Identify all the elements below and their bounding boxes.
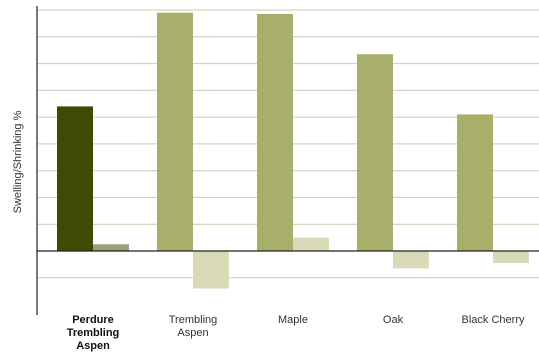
- x-tick-label-line: Aspen: [177, 327, 208, 339]
- axes: [36, 6, 539, 315]
- x-tick-label-line: Oak: [383, 314, 404, 326]
- x-tick-label: Perdure Trembling Aspen: [67, 314, 120, 352]
- x-tick-label: Maple: [278, 314, 308, 326]
- bar-series2-4: [493, 251, 529, 264]
- bar-series1-1: [157, 12, 193, 252]
- bar-series2-3: [393, 251, 429, 269]
- x-tick-label-line: Perdure: [72, 314, 114, 326]
- x-tick-label: Trembling Aspen: [169, 314, 218, 339]
- x-tick-label-line: Maple: [278, 314, 308, 326]
- x-tick-label-line: Aspen: [76, 340, 110, 352]
- bar-series1-3: [357, 54, 393, 252]
- x-tick-label: Oak: [383, 314, 404, 326]
- x-tick-label-line: Trembling: [67, 327, 120, 339]
- y-axis-label: Swelling/Shrinking %: [12, 110, 24, 213]
- bar-series1-0: [57, 106, 93, 252]
- x-tick-label-line: Trembling: [169, 314, 218, 326]
- bar-series2-0: [93, 244, 129, 251]
- bar-series2-1: [193, 251, 229, 289]
- x-tick-label-line: Black Cherry: [462, 314, 525, 326]
- bars: [57, 12, 529, 289]
- bar-series2-2: [293, 237, 329, 251]
- x-tick-label: Black Cherry: [462, 314, 525, 326]
- bar-series1-2: [257, 14, 293, 251]
- bar-series1-4: [457, 114, 493, 252]
